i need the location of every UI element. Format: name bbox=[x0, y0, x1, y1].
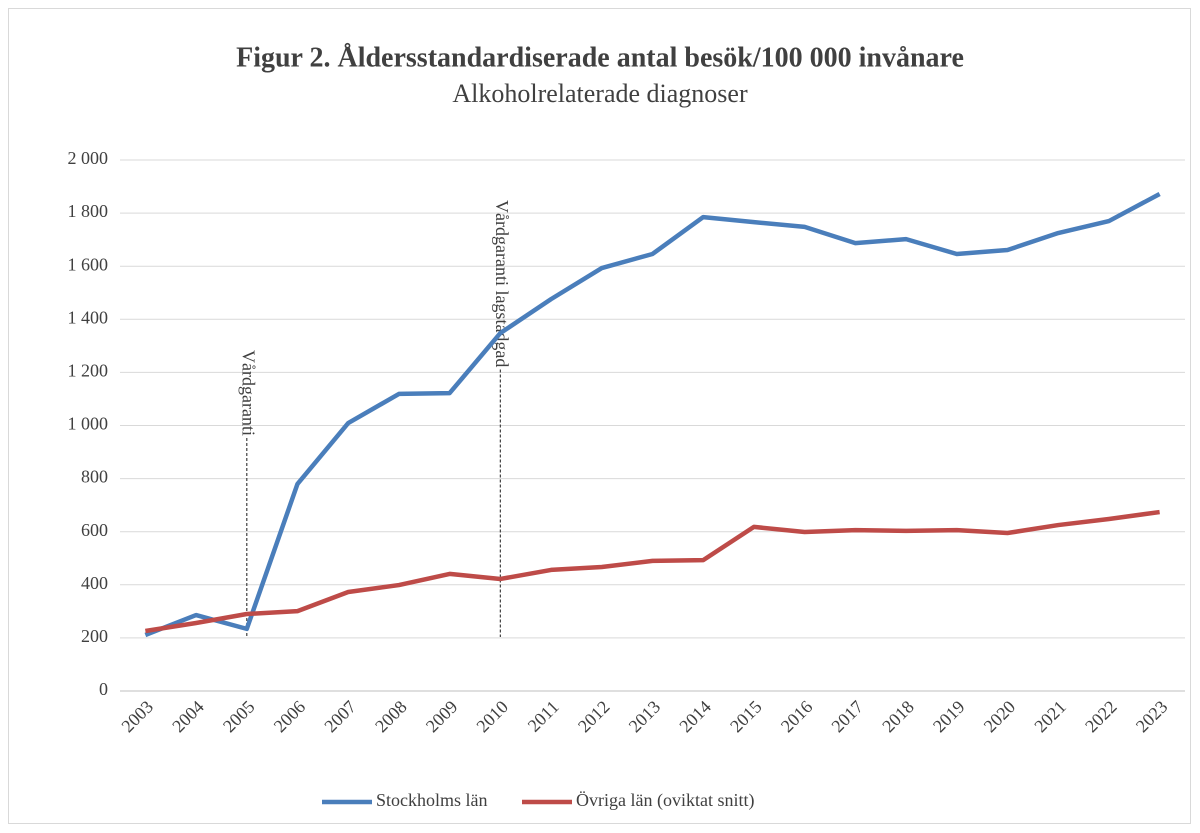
chart-frame bbox=[8, 8, 1191, 824]
y-tick-label: 1 000 bbox=[68, 414, 109, 434]
y-tick-label: 200 bbox=[81, 626, 108, 646]
chart-title: Figur 2. Åldersstandardiserade antal bes… bbox=[236, 42, 964, 73]
y-tick-label: 1 600 bbox=[68, 254, 109, 274]
y-tick-label: 1 800 bbox=[68, 201, 109, 221]
legend-label: Stockholms län bbox=[376, 790, 488, 810]
y-tick-label: 400 bbox=[81, 573, 108, 593]
annotation-text: Vårdgaranti lagstadgad bbox=[492, 200, 512, 367]
y-tick-label: 1 400 bbox=[68, 307, 109, 327]
series-line bbox=[144, 191, 1161, 638]
y-tick-label: 2 000 bbox=[68, 148, 109, 168]
legend-label: Övriga län (oviktat snitt) bbox=[576, 790, 754, 811]
series-line bbox=[145, 509, 1160, 634]
chart-subtitle: Alkoholrelaterade diagnoser bbox=[452, 79, 748, 108]
y-tick-label: 0 bbox=[99, 679, 108, 699]
annotation-text: Vårdgaranti bbox=[239, 350, 259, 436]
y-tick-label: 1 200 bbox=[68, 361, 109, 381]
y-tick-label: 600 bbox=[81, 520, 108, 540]
y-tick-label: 800 bbox=[81, 467, 108, 487]
